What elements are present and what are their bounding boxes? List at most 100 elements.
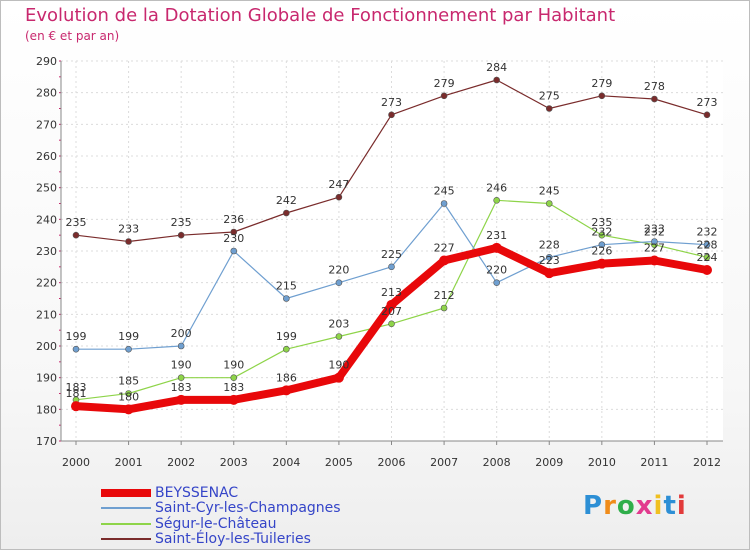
data-label: 190 (328, 359, 349, 372)
chart-subtitle: (en € et par an) (25, 29, 120, 43)
data-label: 233 (118, 223, 139, 236)
data-label: 232 (697, 226, 718, 239)
brand-letter: i (676, 491, 687, 521)
legend-swatch (101, 507, 151, 510)
data-label: 199 (276, 330, 297, 343)
line-chart: 170 180 190 200 210 220 230 240 250 260 270 280 290 2… (36, 55, 723, 469)
y-tick-label: 200 (36, 340, 57, 353)
y-tick-label: 170 (36, 435, 57, 448)
data-point (440, 92, 448, 100)
y-tick-label: 290 (36, 55, 57, 68)
x-tick-label: 2006 (378, 456, 406, 469)
data-point (177, 342, 185, 350)
axes: 170 180 190 200 210 220 230 240 250 260 270 280 290 2… (36, 55, 723, 469)
y-tick-label: 220 (36, 277, 57, 290)
data-label: 203 (328, 318, 349, 331)
data-label: 235 (171, 216, 192, 229)
data-label: 228 (539, 238, 560, 251)
legend-item: Ségur-le-Château (101, 516, 341, 532)
data-point (335, 333, 343, 340)
y-tick-label: 250 (36, 182, 57, 195)
data-point (123, 404, 134, 415)
legend-label: Saint-Éloy-les-Tuileries (155, 531, 311, 548)
data-point (440, 200, 448, 207)
data-label: 235 (591, 216, 612, 229)
data-label: 212 (434, 289, 455, 302)
data-point (651, 238, 658, 245)
brand-letter: t (663, 491, 677, 521)
data-point (388, 320, 395, 328)
data-point (230, 374, 238, 381)
data-label: 235 (66, 216, 87, 229)
x-tick-label: 2009 (535, 456, 563, 469)
y-tick-label: 230 (36, 245, 57, 258)
data-label: 215 (276, 280, 297, 293)
y-tick-label: 280 (36, 87, 57, 100)
data-label: 232 (644, 226, 665, 239)
data-label: 183 (66, 381, 87, 394)
data-point (230, 247, 238, 255)
legend-item: Saint-Éloy-les-Tuileries (101, 531, 341, 548)
data-label: 226 (591, 245, 612, 258)
data-label: 199 (118, 330, 139, 343)
data-point (228, 394, 239, 405)
data-label: 231 (486, 229, 507, 242)
data-point (440, 304, 448, 312)
data-label: 279 (434, 77, 455, 90)
data-label: 233 (644, 223, 665, 236)
legend-swatch (101, 488, 151, 497)
y-tick-label: 190 (36, 372, 57, 385)
data-label: 220 (328, 264, 349, 277)
data-point (388, 111, 395, 119)
legend-label: BEYSSENAC (155, 484, 239, 501)
legend-item: BEYSSENAC (101, 485, 341, 501)
data-label: 186 (276, 371, 297, 384)
grid (61, 60, 723, 442)
data-label: 278 (644, 80, 665, 93)
data-point (72, 345, 80, 353)
x-tick-label: 2011 (640, 456, 668, 469)
x-tick-label: 2008 (483, 456, 511, 469)
data-point (283, 345, 290, 353)
y-tick-label: 180 (36, 403, 57, 416)
data-label: 220 (486, 264, 507, 277)
data-label: 273 (381, 96, 402, 109)
data-point (651, 95, 658, 103)
data-point (283, 295, 290, 302)
x-tick-label: 2007 (430, 456, 458, 469)
data-point (388, 263, 395, 271)
x-tick-label: 2005 (325, 456, 353, 469)
data-label: 246 (486, 181, 507, 194)
data-point (703, 111, 711, 119)
brand-logo: Proxiti (583, 491, 687, 521)
data-label: 181 (66, 387, 87, 400)
data-point (72, 231, 80, 239)
data-labels: 181 180 183 183 186 190 213 227 231 223 226 227 224 1… (66, 61, 718, 403)
x-tick-label: 2002 (167, 456, 195, 469)
x-tick-label: 2004 (272, 456, 300, 469)
data-label: 284 (486, 61, 507, 74)
brand-letter: x (635, 491, 654, 521)
data-point (545, 200, 553, 207)
data-label: 224 (697, 251, 718, 264)
data-label: 273 (697, 96, 718, 109)
data-point (703, 254, 711, 261)
data-label: 247 (328, 178, 349, 191)
data-point (71, 401, 81, 412)
legend-label: Ségur-le-Château (155, 515, 277, 532)
data-point (439, 255, 450, 266)
data-label: 190 (171, 359, 192, 372)
data-label: 232 (591, 226, 612, 239)
data-label: 242 (276, 194, 297, 207)
data-point (125, 238, 132, 245)
data-point (283, 209, 290, 217)
brand-letter: r (603, 491, 617, 521)
data-label: 228 (697, 238, 718, 251)
data-label: 190 (223, 359, 244, 372)
data-point (596, 258, 607, 269)
data-label: 185 (118, 375, 139, 388)
data-label: 245 (539, 185, 560, 198)
data-point (230, 228, 238, 236)
data-label: 225 (381, 248, 402, 261)
